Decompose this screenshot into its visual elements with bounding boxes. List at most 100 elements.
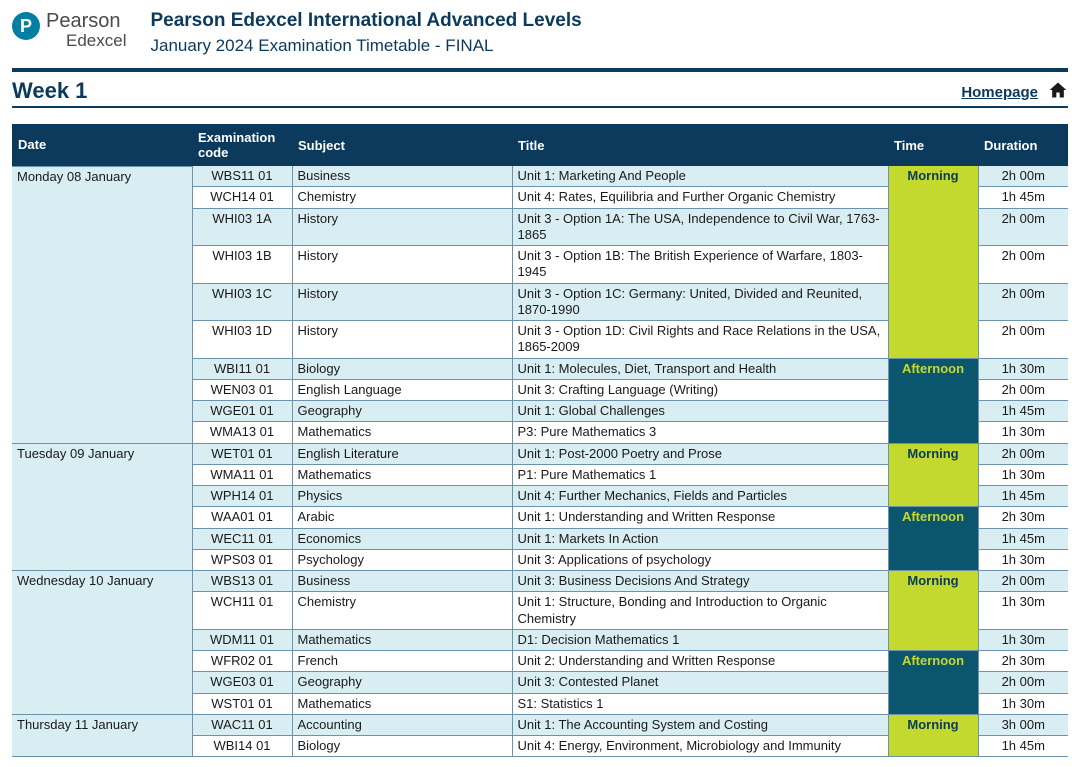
exam-subject: Business [292,571,512,592]
exam-title: Unit 1: Marketing And People [512,166,888,187]
exam-code: WGE03 01 [192,672,292,693]
pearson-logo-icon: P [12,12,40,40]
exam-duration: 1h 30m [978,422,1068,443]
exam-duration: 2h 30m [978,507,1068,528]
exam-subject: Geography [292,672,512,693]
exam-duration: 1h 45m [978,528,1068,549]
exam-duration: 1h 30m [978,629,1068,650]
exam-duration: 2h 00m [978,443,1068,464]
homepage-link[interactable]: Homepage [961,80,1068,104]
exam-duration: 2h 00m [978,166,1068,187]
exam-title: Unit 1: Post-2000 Poetry and Prose [512,443,888,464]
exam-duration: 1h 30m [978,592,1068,630]
exam-code: WMA13 01 [192,422,292,443]
exam-title: Unit 4: Rates, Equilibria and Further Or… [512,187,888,208]
exam-duration: 2h 00m [978,208,1068,246]
session-time: Morning [888,714,978,757]
col-duration: Duration [978,124,1068,166]
sub-title: January 2024 Examination Timetable - FIN… [150,36,1068,56]
exam-subject: History [292,208,512,246]
exam-code: WGE01 01 [192,401,292,422]
exam-title: P1: Pure Mathematics 1 [512,464,888,485]
exam-subject: History [292,321,512,359]
exam-code: WEN03 01 [192,379,292,400]
exam-subject: Biology [292,736,512,757]
date-cell: Wednesday 10 January [12,571,192,715]
exam-code: WCH14 01 [192,187,292,208]
exam-code: WHI03 1A [192,208,292,246]
exam-duration: 3h 00m [978,714,1068,735]
exam-title: Unit 3: Crafting Language (Writing) [512,379,888,400]
exam-code: WPH14 01 [192,486,292,507]
home-icon [1048,80,1068,104]
exam-code: WAC11 01 [192,714,292,735]
exam-title: Unit 1: The Accounting System and Costin… [512,714,888,735]
exam-code: WET01 01 [192,443,292,464]
exam-subject: Mathematics [292,422,512,443]
session-time: Morning [888,443,978,507]
session-time: Morning [888,166,978,358]
exam-duration: 2h 00m [978,379,1068,400]
col-subject: Subject [292,124,512,166]
table-row: Thursday 11 JanuaryWAC11 01AccountingUni… [12,714,1068,735]
exam-duration: 1h 45m [978,187,1068,208]
exam-title: Unit 3 - Option 1B: The British Experien… [512,246,888,284]
exam-duration: 2h 00m [978,321,1068,359]
exam-code: WST01 01 [192,693,292,714]
exam-title: Unit 3: Contested Planet [512,672,888,693]
session-time: Afternoon [888,651,978,715]
exam-title: Unit 3: Business Decisions And Strategy [512,571,888,592]
exam-code: WMA11 01 [192,464,292,485]
exam-code: WBS11 01 [192,166,292,187]
exam-subject: Physics [292,486,512,507]
exam-subject: Biology [292,358,512,379]
logo: P Pearson Edexcel [12,10,126,51]
exam-duration: 2h 00m [978,672,1068,693]
session-time: Afternoon [888,507,978,571]
exam-code: WCH11 01 [192,592,292,630]
exam-title: P3: Pure Mathematics 3 [512,422,888,443]
exam-title: D1: Decision Mathematics 1 [512,629,888,650]
exam-code: WEC11 01 [192,528,292,549]
exam-code: WAA01 01 [192,507,292,528]
exam-title: Unit 1: Global Challenges [512,401,888,422]
exam-title: Unit 3: Applications of psychology [512,549,888,570]
exam-duration: 2h 00m [978,571,1068,592]
exam-duration: 1h 30m [978,693,1068,714]
exam-subject: Mathematics [292,693,512,714]
exam-title: Unit 3 - Option 1C: Germany: United, Div… [512,283,888,321]
exam-subject: Chemistry [292,592,512,630]
brand-line2: Edexcel [66,32,126,51]
exam-code: WHI03 1B [192,246,292,284]
exam-duration: 1h 45m [978,486,1068,507]
exam-title: Unit 1: Markets In Action [512,528,888,549]
exam-duration: 1h 30m [978,358,1068,379]
brand-line1: Pearson [46,10,126,32]
exam-code: WPS03 01 [192,549,292,570]
exam-code: WFR02 01 [192,651,292,672]
exam-code: WBS13 01 [192,571,292,592]
table-row: Monday 08 JanuaryWBS11 01BusinessUnit 1:… [12,166,1068,187]
week-row: Week 1 Homepage [12,78,1068,108]
timetable-head: Date Examination code Subject Title Time… [12,124,1068,166]
exam-subject: Chemistry [292,187,512,208]
exam-subject: Accounting [292,714,512,735]
homepage-link-label: Homepage [961,84,1038,101]
exam-subject: Mathematics [292,464,512,485]
exam-subject: Psychology [292,549,512,570]
exam-title: Unit 3 - Option 1A: The USA, Independenc… [512,208,888,246]
session-time: Morning [888,571,978,651]
exam-subject: English Language [292,379,512,400]
col-code: Examination code [192,124,292,166]
session-time: Afternoon [888,358,978,443]
col-time: Time [888,124,978,166]
exam-title: Unit 3 - Option 1D: Civil Rights and Rac… [512,321,888,359]
col-date: Date [12,124,192,166]
exam-subject: Geography [292,401,512,422]
exam-code: WHI03 1D [192,321,292,359]
exam-subject: Business [292,166,512,187]
exam-code: WBI14 01 [192,736,292,757]
exam-title: Unit 1: Structure, Bonding and Introduct… [512,592,888,630]
exam-duration: 2h 30m [978,651,1068,672]
exam-subject: Mathematics [292,629,512,650]
